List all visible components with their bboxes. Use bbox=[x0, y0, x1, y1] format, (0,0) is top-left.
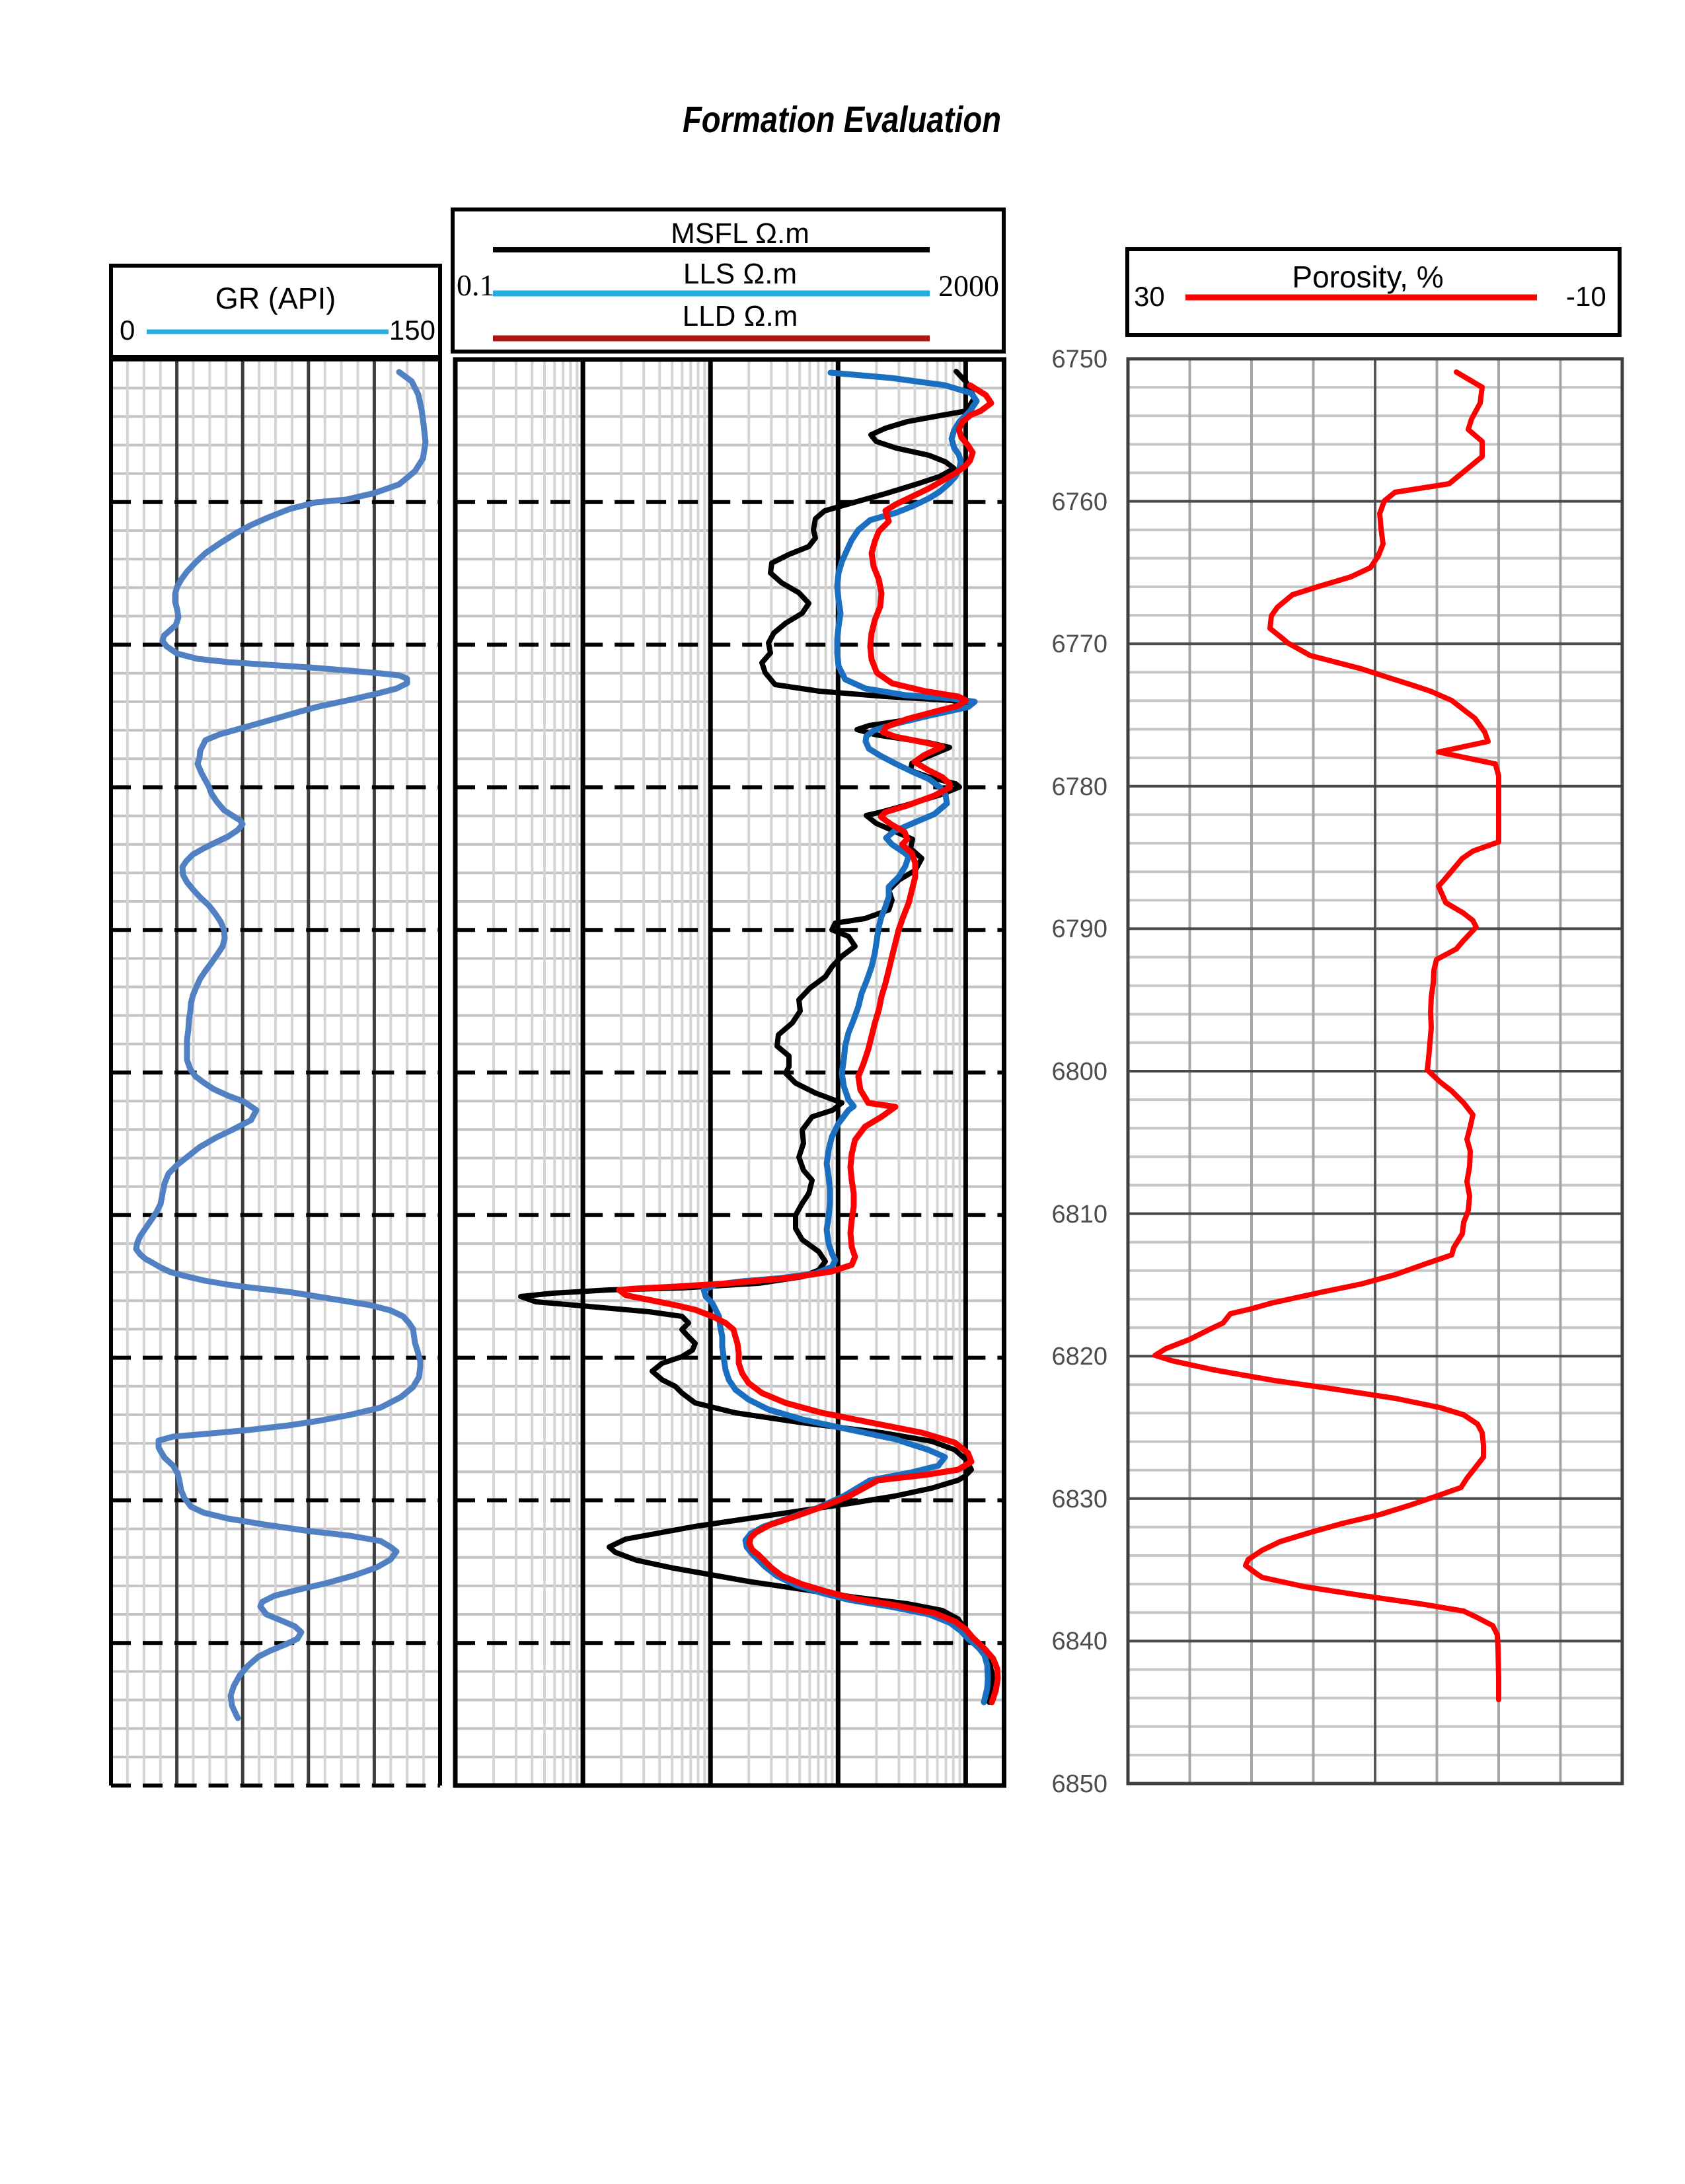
svg-text:6780: 6780 bbox=[1051, 773, 1107, 801]
svg-text:6810: 6810 bbox=[1051, 1201, 1107, 1228]
svg-text:6830: 6830 bbox=[1051, 1486, 1107, 1513]
svg-text:6820: 6820 bbox=[1051, 1343, 1107, 1371]
svg-text:MSFL Ω.m: MSFL Ω.m bbox=[671, 217, 809, 250]
svg-text:0.1: 0.1 bbox=[457, 268, 495, 302]
svg-text:2000: 2000 bbox=[938, 269, 999, 303]
svg-text:6750: 6750 bbox=[1051, 346, 1107, 373]
svg-text:6800: 6800 bbox=[1051, 1058, 1107, 1086]
svg-text:6840: 6840 bbox=[1051, 1628, 1107, 1655]
svg-text:6790: 6790 bbox=[1051, 915, 1107, 943]
svg-text:6770: 6770 bbox=[1051, 630, 1107, 658]
svg-text:6760: 6760 bbox=[1051, 488, 1107, 516]
svg-text:GR (API): GR (API) bbox=[215, 282, 336, 315]
svg-text:-10: -10 bbox=[1566, 281, 1606, 312]
svg-text:Formation Evaluation: Formation Evaluation bbox=[683, 98, 1001, 140]
svg-text:30: 30 bbox=[1134, 281, 1165, 312]
svg-text:LLS Ω.m: LLS Ω.m bbox=[683, 258, 797, 290]
svg-text:0: 0 bbox=[120, 315, 135, 346]
svg-text:LLD Ω.m: LLD Ω.m bbox=[683, 300, 798, 332]
svg-text:Porosity, %: Porosity, % bbox=[1292, 260, 1443, 294]
svg-text:150: 150 bbox=[389, 315, 435, 346]
svg-text:6850: 6850 bbox=[1051, 1770, 1107, 1798]
